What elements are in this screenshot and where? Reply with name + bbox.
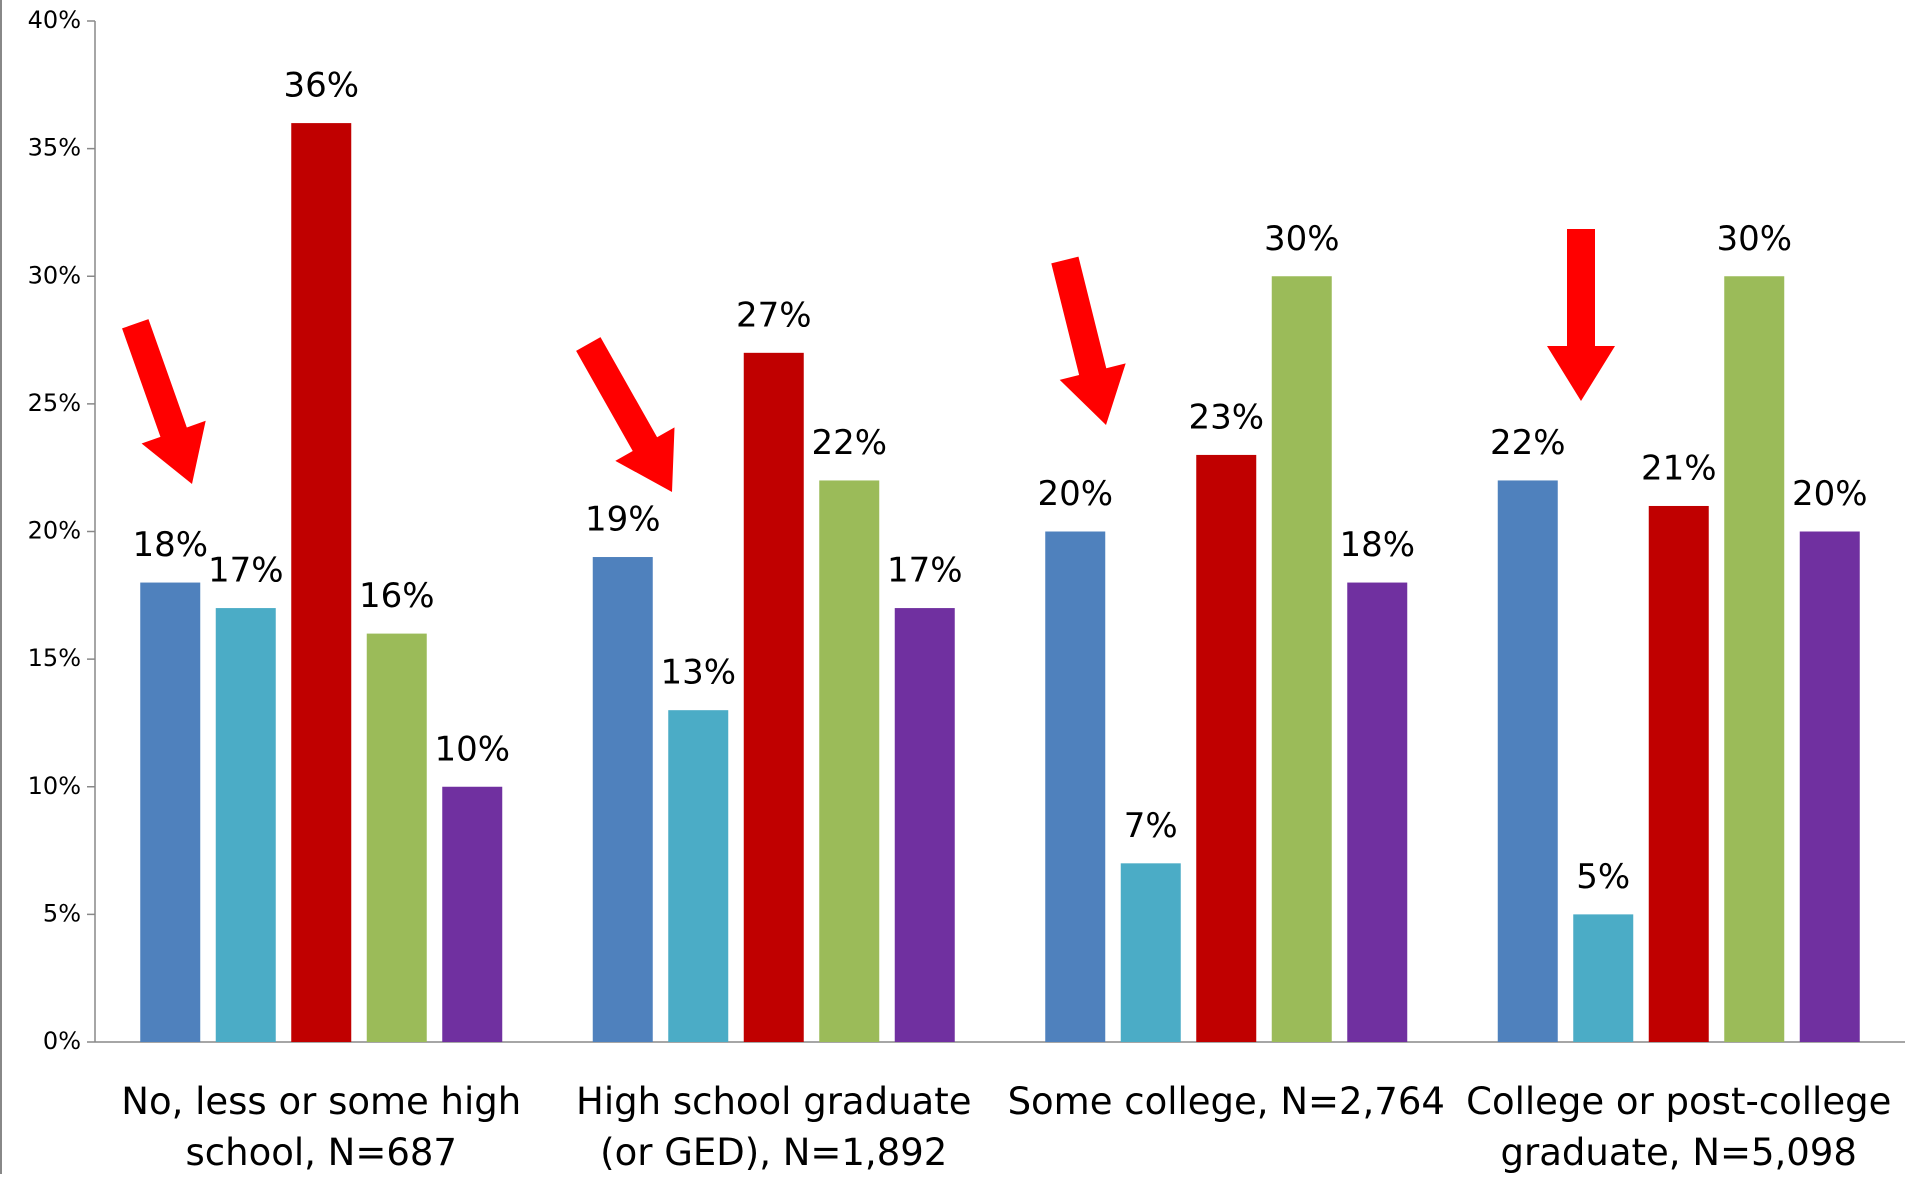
bar: [743, 352, 804, 1042]
bar: [1648, 505, 1709, 1043]
y-tick-label: 0%: [43, 1027, 81, 1055]
bar: [140, 582, 201, 1042]
bar: [1724, 276, 1785, 1042]
bar: [819, 480, 880, 1042]
bar: [894, 608, 955, 1042]
arrows: [122, 229, 1615, 492]
bar: [1196, 454, 1257, 1042]
y-tick-label: 40%: [28, 6, 81, 34]
bar: [291, 123, 352, 1043]
data-label: 20%: [1792, 474, 1868, 514]
bar: [442, 786, 503, 1042]
bar: [668, 710, 729, 1042]
data-label: 22%: [811, 423, 887, 463]
data-label: 17%: [208, 551, 284, 591]
y-tick-label: 5%: [43, 899, 81, 927]
bar: [1347, 582, 1408, 1042]
data-label: 18%: [132, 525, 208, 565]
data-label: 20%: [1037, 474, 1113, 514]
bar: [1271, 276, 1332, 1042]
x-tick-label: High school graduate (or GED), N=1,892: [576, 1080, 972, 1174]
data-label: 21%: [1641, 448, 1717, 488]
arrow: [1547, 229, 1615, 401]
y-tick-label: 35%: [28, 134, 81, 162]
data-label: 30%: [1716, 219, 1792, 259]
x-tick-label: Some college, N=2,764: [1007, 1080, 1445, 1123]
data-label: 5%: [1576, 857, 1630, 897]
data-label: 22%: [1490, 423, 1566, 463]
data-label: 7%: [1124, 806, 1178, 846]
x-tick-label: No, less or some high school, N=687: [121, 1080, 522, 1174]
bar: [215, 608, 276, 1042]
arrow: [1051, 256, 1126, 425]
arrow: [576, 337, 675, 492]
data-label: 19%: [585, 500, 661, 540]
y-tick-label: 20%: [28, 517, 81, 545]
x-tick-label: College or post-college graduate, N=5,09…: [1466, 1080, 1892, 1174]
data-label: 17%: [887, 551, 963, 591]
bar: [1045, 531, 1106, 1042]
y-tick-label: 10%: [28, 772, 81, 800]
y-tick-label: 15%: [28, 644, 81, 672]
data-label: 36%: [283, 66, 359, 106]
data-label: 23%: [1188, 397, 1264, 437]
data-label: 27%: [736, 295, 812, 335]
data-label: 13%: [660, 653, 736, 693]
bar: [1497, 480, 1558, 1042]
bar: [1120, 863, 1181, 1042]
data-label: 18%: [1339, 525, 1415, 565]
data-label: 16%: [359, 576, 435, 616]
data-label: 30%: [1264, 219, 1340, 259]
bar: [366, 633, 427, 1042]
y-tick-label: 30%: [28, 261, 81, 289]
y-tick-label: 25%: [28, 389, 81, 417]
bar: [1799, 531, 1860, 1042]
data-label: 10%: [434, 729, 510, 769]
arrow: [122, 319, 206, 484]
bar: [1573, 914, 1634, 1042]
bar: [592, 557, 653, 1042]
